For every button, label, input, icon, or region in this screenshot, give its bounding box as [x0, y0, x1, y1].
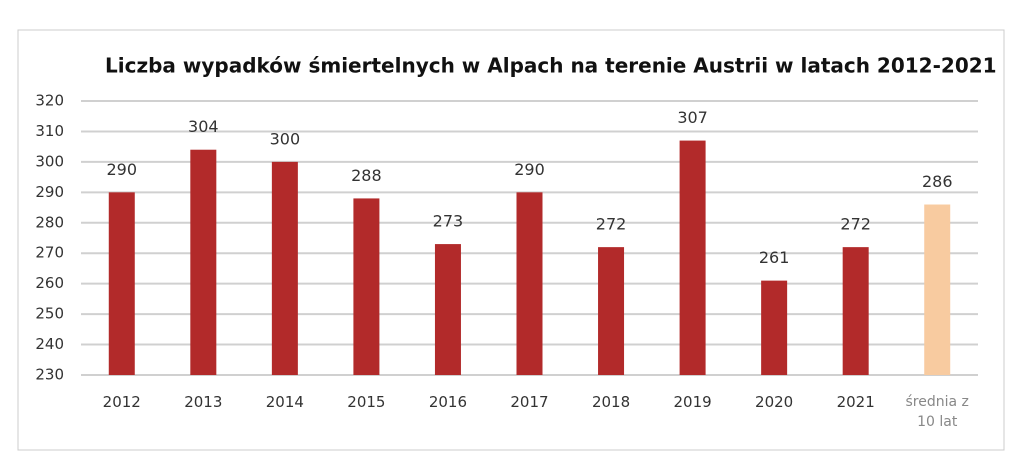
bar: [434, 244, 461, 375]
x-tick-label: 2021: [836, 393, 875, 411]
x-tick-label: 2017: [510, 393, 549, 411]
data-label: 290: [106, 160, 137, 179]
bar: [761, 280, 788, 375]
data-label: 290: [514, 160, 545, 179]
bar: [516, 192, 543, 375]
bar: [924, 204, 951, 375]
chart-title: Liczba wypadków śmiertelnych w Alpach na…: [105, 54, 997, 78]
x-tick-wrap: 2020: [755, 393, 794, 411]
x-tick-wrap: 2014: [265, 393, 304, 411]
y-tick-label: 290: [35, 183, 64, 201]
data-label: 272: [596, 215, 627, 234]
y-tick-label: 230: [35, 366, 64, 384]
data-label: 261: [759, 248, 790, 267]
data-label: 307: [677, 108, 708, 127]
y-tick-label: 300: [35, 152, 64, 170]
y-tick-label: 270: [35, 244, 64, 262]
x-tick-label: 2016: [428, 393, 468, 411]
y-tick-label: 260: [35, 274, 64, 292]
y-tick-label: 320: [35, 92, 64, 110]
chart-frame: [17, 29, 1005, 451]
bar: [842, 247, 869, 375]
data-label: 304: [188, 117, 219, 136]
x-tick-wrap: 2016: [428, 393, 468, 411]
bar: [679, 140, 706, 375]
x-tick-wrap: 2019: [673, 393, 712, 411]
y-tick-label: 240: [35, 335, 64, 353]
x-tick-label: 2020: [755, 393, 794, 411]
bar: [190, 149, 217, 375]
x-tick-label: 2015: [347, 393, 386, 411]
data-label: 286: [922, 172, 953, 191]
bar: [598, 247, 625, 375]
x-tick-wrap: 2018: [591, 393, 631, 411]
data-label: 273: [433, 212, 464, 231]
y-tick-label: 310: [35, 122, 64, 140]
data-label: 288: [351, 166, 382, 185]
x-tick-label: 2019: [673, 393, 712, 411]
x-tick-label: 2014: [265, 393, 304, 411]
bar: [108, 192, 135, 375]
x-tick-label: 2018: [591, 393, 631, 411]
x-tick-wrap: 2017: [510, 393, 549, 411]
x-tick-wrap: 2015: [347, 393, 386, 411]
x-tick-wrap: średnia z 10 lat: [905, 394, 969, 430]
data-label: 272: [840, 215, 871, 234]
x-tick-wrap: 2021: [836, 393, 875, 411]
bar: [353, 198, 380, 375]
x-tick-label: 2013: [184, 393, 223, 411]
y-tick-label: 280: [35, 213, 64, 231]
x-tick-wrap: 2012: [102, 393, 141, 411]
x-tick-label: średnia z 10 lat: [905, 394, 969, 430]
bar: [271, 161, 298, 375]
x-tick-wrap: 2013: [184, 393, 223, 411]
data-label: 300: [270, 129, 301, 148]
x-tick-label: 2012: [102, 393, 141, 411]
y-tick-label: 250: [35, 305, 64, 323]
